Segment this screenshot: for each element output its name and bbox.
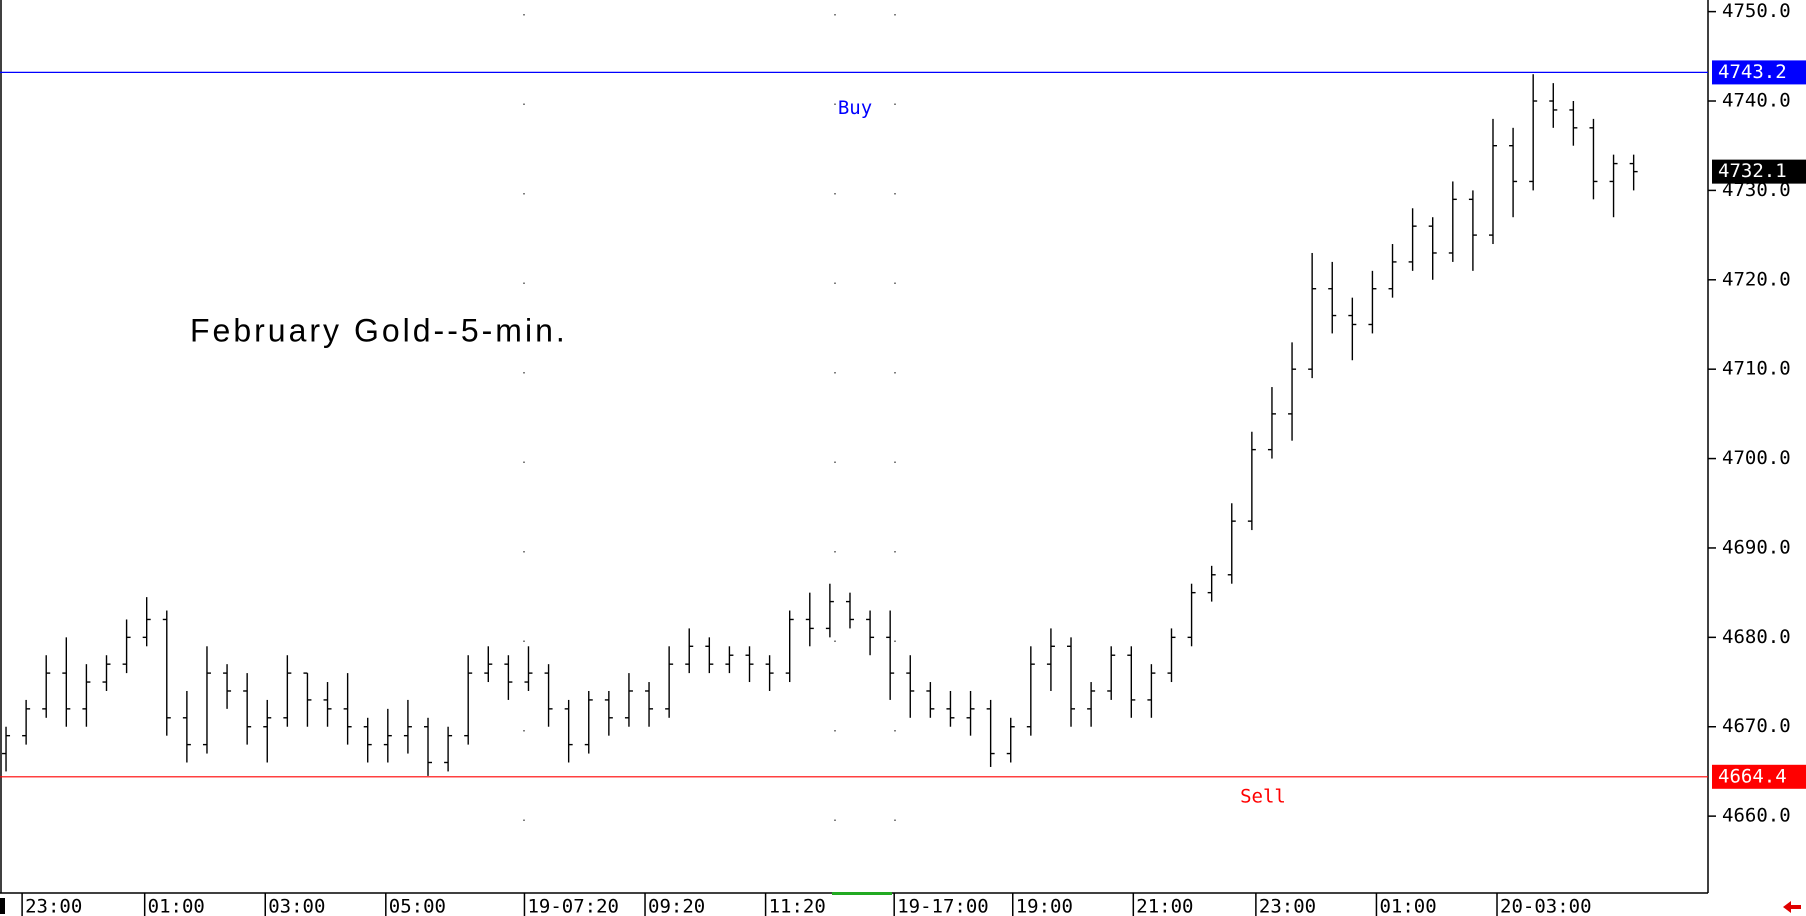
x-tick-label: 20-03:00 xyxy=(1500,896,1592,916)
last-price-label: 4732.1 xyxy=(1718,160,1787,182)
x-tick-label: 19-07:20 xyxy=(527,896,619,916)
y-tick-label: 4740.0 xyxy=(1722,90,1791,112)
x-tick-label: 09:20 xyxy=(648,896,705,916)
x-tick-label: 19:00 xyxy=(1016,896,1073,916)
level-tag xyxy=(1712,764,1806,789)
y-tick-label: 4660.0 xyxy=(1722,805,1791,827)
x-tick-label: 11:20 xyxy=(769,896,826,916)
scroll-marker xyxy=(0,898,5,914)
y-tick-label: 4680.0 xyxy=(1722,626,1791,648)
y-tick-label: 4700.0 xyxy=(1722,447,1791,469)
x-tick-label: 03:00 xyxy=(268,896,325,916)
level-label: Buy xyxy=(838,97,872,119)
level-tag-label: 4743.2 xyxy=(1718,61,1787,83)
scroll-arrow xyxy=(1783,901,1801,913)
session-marker xyxy=(832,892,892,895)
x-tick-label: 19-17:00 xyxy=(897,896,989,916)
x-tick-label: 01:00 xyxy=(1379,896,1436,916)
last-price-tag xyxy=(1712,159,1806,184)
level-label: Sell xyxy=(1240,785,1286,807)
x-tick-label: 01:00 xyxy=(148,896,205,916)
y-tick-label: 4690.0 xyxy=(1722,536,1791,558)
y-tick-label: 4670.0 xyxy=(1722,715,1791,737)
x-tick-label: 05:00 xyxy=(389,896,446,916)
x-tick-label: 21:00 xyxy=(1136,896,1193,916)
chart-title: February Gold--5-min. xyxy=(190,312,568,348)
y-tick-label: 4750.0 xyxy=(1722,0,1791,22)
x-tick-label: 23:00 xyxy=(1259,896,1316,916)
y-tick-label: 4730.0 xyxy=(1722,179,1791,201)
x-tick-label: 23:00 xyxy=(25,896,82,916)
level-tag xyxy=(1712,60,1806,85)
y-tick-label: 4710.0 xyxy=(1722,358,1791,380)
y-tick-label: 4720.0 xyxy=(1722,268,1791,290)
level-tag-label: 4664.4 xyxy=(1718,765,1787,787)
